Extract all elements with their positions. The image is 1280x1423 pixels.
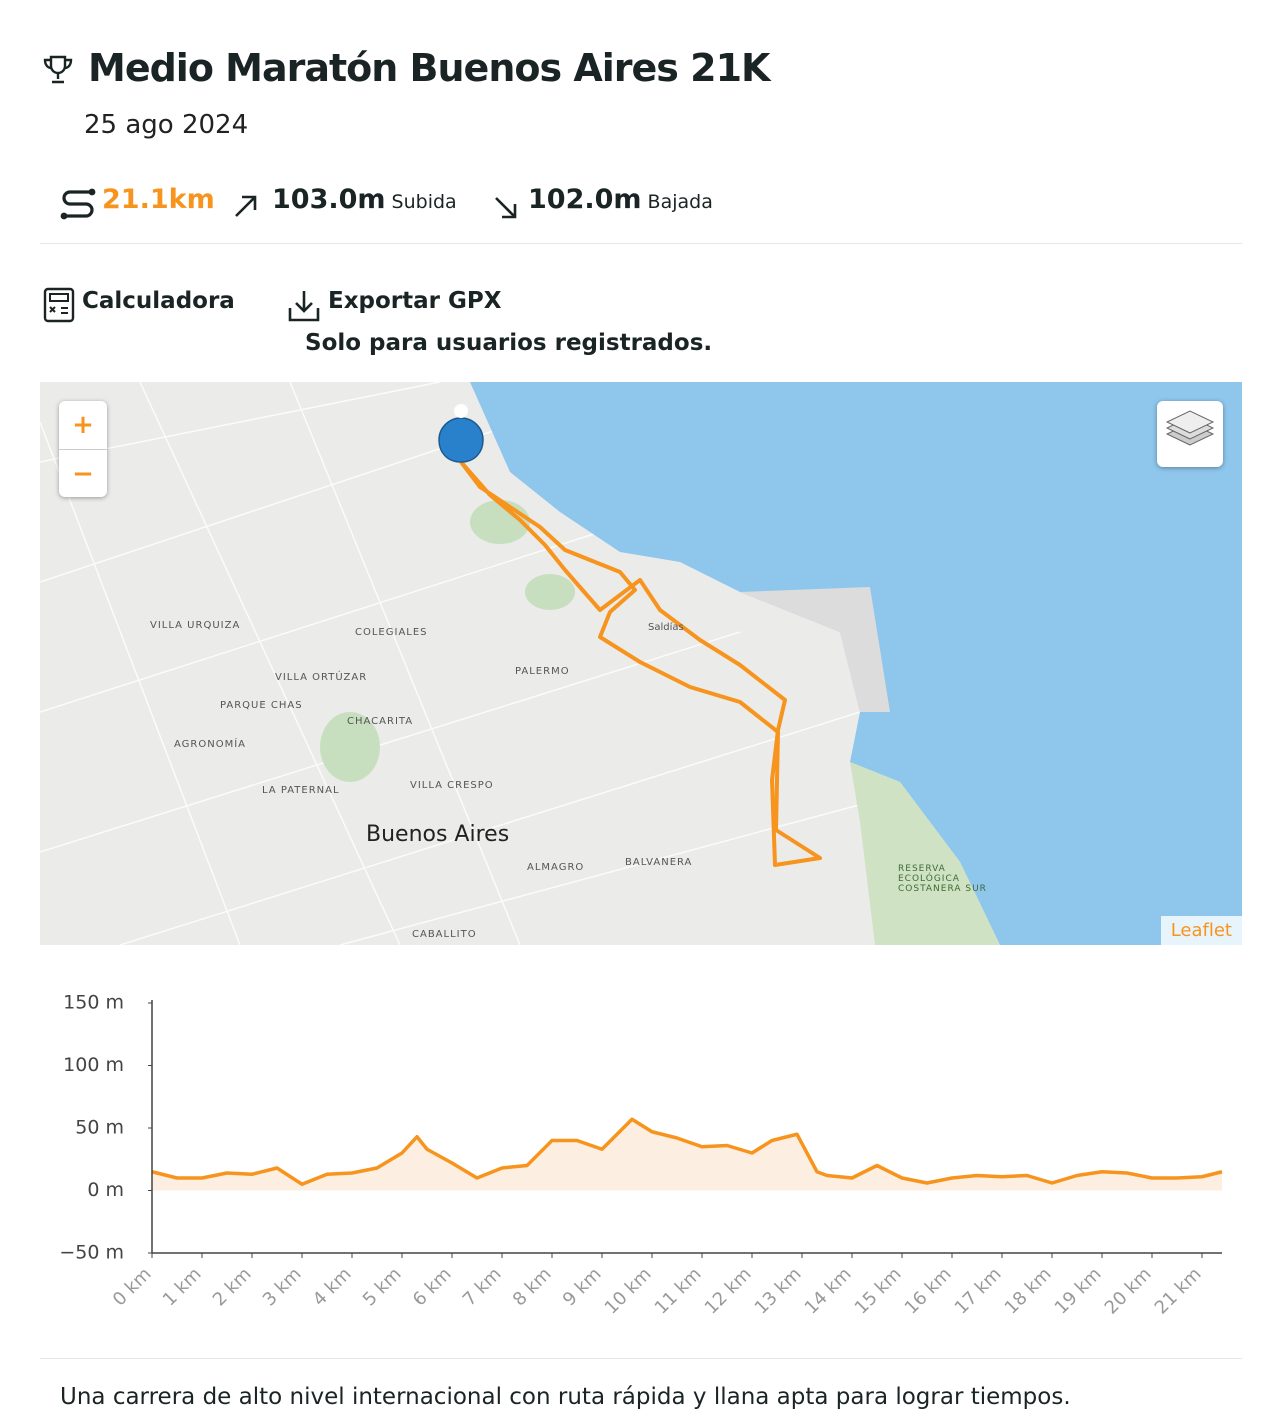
zoom-control: + − xyxy=(59,401,107,497)
y-tick-label: 0 m xyxy=(87,1179,124,1201)
distance: 21.1km xyxy=(102,184,215,215)
y-tick-label: 100 m xyxy=(63,1054,124,1076)
x-tick-label: 13 km xyxy=(751,1264,806,1319)
x-tick-label: 15 km xyxy=(851,1264,906,1319)
x-tick-label: 11 km xyxy=(651,1264,706,1319)
map[interactable]: Buenos Aires Palermo Colegiales Chacarit… xyxy=(40,382,1242,945)
map-label: Reserva Ecológica Costanera Sur xyxy=(898,864,987,894)
description: Una carrera de alto nivel internacional … xyxy=(60,1384,1071,1410)
ascent: 103.0m Subida xyxy=(272,184,457,215)
map-label: Balvanera xyxy=(625,857,693,868)
map-attribution[interactable]: Leaflet xyxy=(1160,916,1242,945)
x-tick-label: 20 km xyxy=(1101,1264,1156,1319)
descent-icon xyxy=(495,197,517,219)
x-tick-label: 14 km xyxy=(801,1264,856,1319)
x-tick-label: 7 km xyxy=(459,1264,506,1311)
x-tick-label: 4 km xyxy=(309,1264,356,1311)
map-label: Palermo xyxy=(515,666,570,677)
export-gpx-button[interactable]: Exportar GPX xyxy=(328,288,502,314)
x-tick-label: 9 km xyxy=(559,1264,606,1311)
x-tick-label: 10 km xyxy=(601,1264,656,1319)
download-icon[interactable] xyxy=(286,288,322,324)
calculator-button[interactable]: Calculadora xyxy=(82,288,235,314)
x-tick-label: 12 km xyxy=(701,1264,756,1319)
y-tick-label: −50 m xyxy=(59,1242,124,1264)
map-label: Parque Chas xyxy=(220,700,303,711)
descent-value: 102.0m xyxy=(528,184,642,215)
x-tick-label: 5 km xyxy=(359,1264,406,1311)
map-label: Villa Urquiza xyxy=(150,620,241,631)
map-label: Almagro xyxy=(527,862,585,873)
descent-label: Bajada xyxy=(647,191,713,213)
race-title: Medio Maratón Buenos Aires 21K xyxy=(88,46,770,90)
map-label: Caballito xyxy=(412,929,477,940)
map-tiles xyxy=(40,382,1242,945)
x-tick-label: 1 km xyxy=(159,1264,206,1311)
map-label: Colegiales xyxy=(355,627,428,638)
trophy-icon xyxy=(43,55,73,84)
map-label: Chacarita xyxy=(347,716,414,727)
calculator-icon[interactable] xyxy=(42,287,76,323)
elevation-line xyxy=(151,1117,1223,1186)
y-tick-label: 150 m xyxy=(63,992,124,1014)
x-tick-label: 6 km xyxy=(409,1264,456,1311)
x-tick-label: 21 km xyxy=(1151,1264,1206,1319)
route-icon xyxy=(60,188,96,220)
map-label: La Paternal xyxy=(262,785,340,796)
x-tick-label: 3 km xyxy=(259,1264,306,1311)
race-date: 25 ago 2024 xyxy=(84,110,249,140)
map-label: Buenos Aires xyxy=(366,822,510,847)
ascent-icon xyxy=(235,195,257,217)
map-label: Villa Ortúzar xyxy=(275,672,368,683)
x-tick-label: 2 km xyxy=(209,1264,256,1311)
x-tick-label: 0 km xyxy=(109,1264,156,1311)
map-label: Agronomía xyxy=(174,739,247,750)
layers-button[interactable] xyxy=(1157,401,1223,467)
elevation-area xyxy=(152,1119,1222,1191)
x-tick-label: 18 km xyxy=(1001,1264,1056,1319)
x-tick-label: 19 km xyxy=(1051,1264,1106,1319)
zoom-in[interactable]: + xyxy=(59,401,107,450)
x-tick-label: 8 km xyxy=(509,1264,556,1311)
divider xyxy=(40,1358,1242,1359)
x-tick-label: 16 km xyxy=(901,1264,956,1319)
zoom-out[interactable]: − xyxy=(72,459,94,489)
ascent-value: 103.0m xyxy=(272,184,386,215)
descent: 102.0m Bajada xyxy=(528,184,713,215)
elevation-chart: −50 m 0 m 50 m 100 m 150 m 0 km 1 km 2 km 3 km 4 … xyxy=(59,992,1223,1319)
layers-icon xyxy=(1165,410,1215,446)
divider xyxy=(40,243,1242,244)
export-note: Solo para usuarios registrados. xyxy=(305,330,713,356)
x-tick-label: 17 km xyxy=(951,1264,1006,1319)
y-tick-label: 50 m xyxy=(75,1117,124,1139)
map-label: Saldías xyxy=(648,622,684,633)
ascent-label: Subida xyxy=(391,191,457,213)
map-label: Villa Crespo xyxy=(410,780,494,791)
